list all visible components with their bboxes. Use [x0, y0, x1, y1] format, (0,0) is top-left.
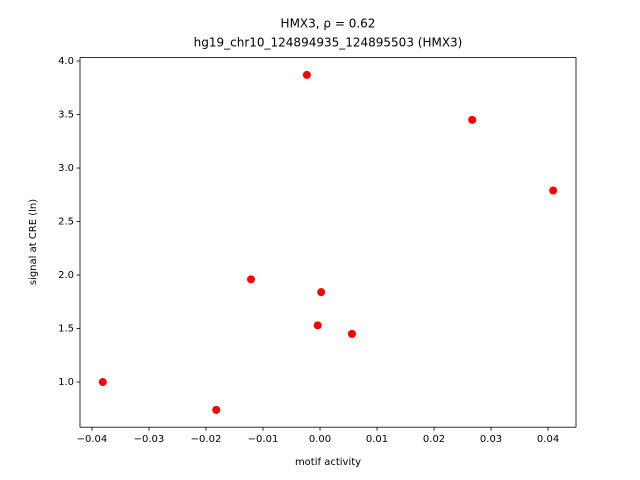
x-tick-label: −0.04: [77, 434, 108, 445]
x-tick-label: −0.02: [191, 434, 222, 445]
x-tick-label: 0.02: [423, 434, 445, 445]
point: [302, 70, 311, 79]
point: [468, 115, 477, 124]
y-tick-label: 3.5: [58, 110, 74, 121]
x-tick-label: 0.01: [366, 434, 388, 445]
point: [549, 186, 558, 195]
chart-title: HMX3, ρ = 0.62: [281, 17, 376, 31]
y-tick-label: 4.0: [58, 56, 74, 67]
point: [313, 321, 322, 330]
x-tick-label: 0.03: [480, 434, 502, 445]
point: [247, 275, 256, 284]
chart-subtitle: hg19_chr10_124894935_124895503 (HMX3): [194, 36, 463, 50]
x-tick-label: −0.01: [248, 434, 279, 445]
plot-frame: [79, 57, 577, 428]
y-tick-label: 1.0: [58, 377, 74, 388]
y-tick-label: 2.5: [58, 217, 74, 228]
x-tick-label: 0.00: [309, 434, 331, 445]
point: [317, 288, 326, 297]
y-axis-label: signal at CRE (ln): [28, 199, 39, 285]
y-tick-label: 3.0: [58, 163, 74, 174]
point: [212, 405, 221, 414]
point: [347, 329, 356, 338]
y-tick-label: 2.0: [58, 270, 74, 281]
x-tick-label: −0.03: [134, 434, 165, 445]
point: [98, 378, 107, 387]
y-tick-label: 1.5: [58, 324, 74, 335]
x-axis-label: motif activity: [295, 457, 361, 468]
x-tick-label: 0.04: [537, 434, 559, 445]
